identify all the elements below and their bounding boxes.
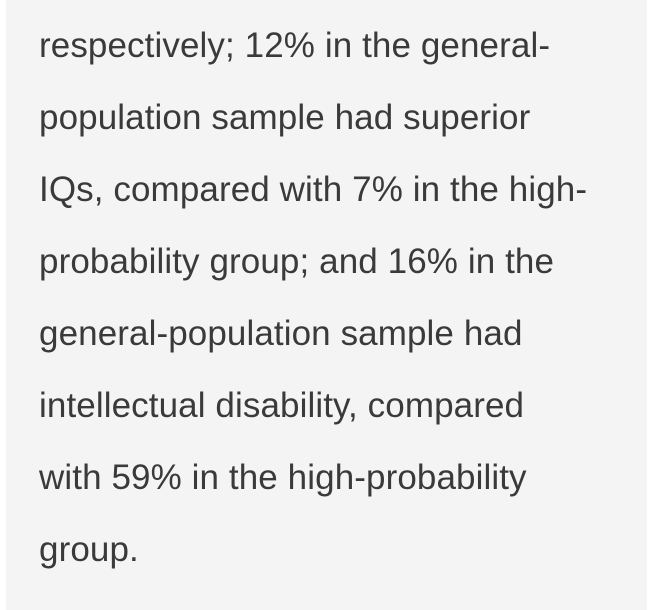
page-margin bbox=[647, 0, 659, 610]
paragraph-line-5: general-population sample had bbox=[39, 314, 523, 353]
paragraph-line-6: intellectual disability, compared bbox=[39, 386, 525, 425]
article-text-panel: respectively; 12% in the general- popula… bbox=[6, 0, 647, 610]
article-paragraph: respectively; 12% in the general- popula… bbox=[39, 10, 619, 586]
paragraph-line-3: IQs, compared with 7% in the high- bbox=[39, 170, 588, 209]
paragraph-line-4: probability group; and 16% in the bbox=[39, 242, 555, 281]
paragraph-line-7: with 59% in the high-probability bbox=[39, 458, 527, 497]
paragraph-line-1: respectively; 12% in the general- bbox=[39, 26, 551, 65]
paragraph-line-8: group. bbox=[39, 530, 139, 569]
paragraph-line-2: population sample had superior bbox=[39, 98, 531, 137]
